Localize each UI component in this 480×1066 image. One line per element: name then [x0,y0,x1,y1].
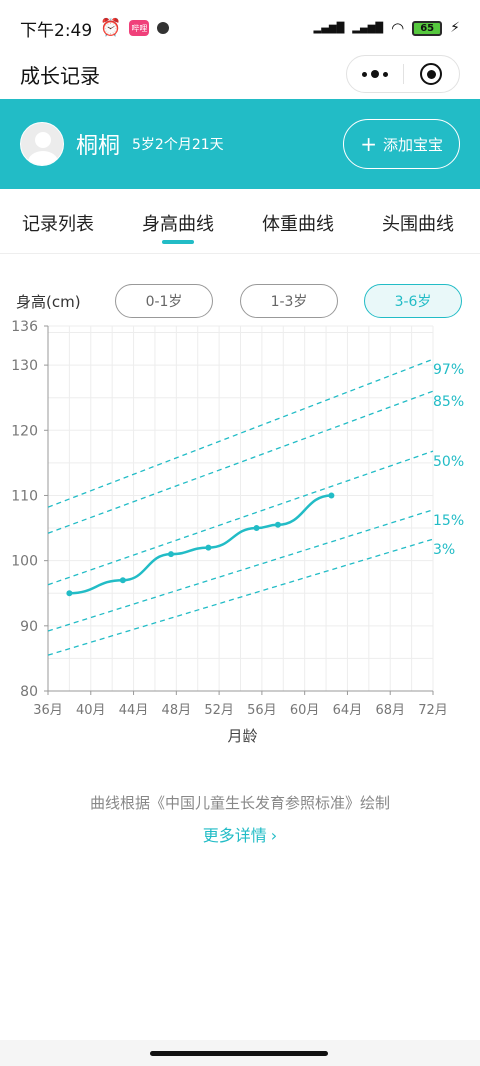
percentile-line [47,538,434,656]
standard-note: 曲线根据《中国儿童生长发育参照标准》绘制 [89,794,390,812]
mini-program-capsule [346,55,460,93]
percentile-line [47,450,434,586]
baby-name: 桐桐 [76,134,121,159]
chevron-right-icon: › [270,826,278,845]
baby-age: 5岁2个月21天 [132,137,224,153]
page-title: 成长记录 [20,63,100,88]
charging-icon: ⚡ [450,20,460,36]
x-tick-label: 72月 [418,703,448,718]
nav-bar: 成长记录 [0,50,480,98]
measured-height-point [253,525,260,532]
percentile-line [47,509,434,632]
percentile-label: 50% [433,454,464,470]
percentile-label: 97% [433,362,464,378]
range-1-3-button[interactable]: 1-3岁 [240,284,338,318]
tab-weight-curve[interactable]: 体重曲线 [262,214,334,235]
battery-icon: 65 [412,20,443,36]
percentile-label: 15% [433,513,464,529]
y-tick-label: 100 [11,554,38,570]
y-axis-unit: 身高(cm) [16,293,81,311]
x-tick-label: 40月 [76,703,106,718]
measured-height-point [274,521,281,528]
x-tick-label: 60月 [290,703,320,718]
add-baby-label: 添加宝宝 [382,135,443,154]
measured-height-point [119,577,126,584]
measured-height-point [167,551,174,558]
plus-icon: + [360,132,377,156]
height-growth-chart: 80 90 100 110 120 130 136 36月 40月 44月 48月 52月 56月 60月… [11,319,464,745]
x-tick-label: 52月 [204,703,234,718]
chart-header: 身高(cm) 0-1岁 1-3岁 3-6岁 [0,282,480,322]
x-tick-label: 64月 [333,703,363,718]
target-icon [420,63,443,85]
tab-bar: 记录列表 身高曲线 体重曲线 头围曲线 [0,190,480,254]
range-3-6-button[interactable]: 3-6岁 [364,284,462,318]
tab-head-curve[interactable]: 头围曲线 [382,214,454,235]
profile-banner: 桐桐 5岁2个月21天 + 添加宝宝 [0,99,480,189]
percentile-label: 85% [433,394,464,410]
tab-record-list[interactable]: 记录列表 [22,214,94,235]
measured-height-point [205,544,212,551]
signal-icon: ▂▄▆█ [313,22,345,34]
close-mini-program-button[interactable] [404,56,460,92]
x-tick-label: 48月 [162,703,192,718]
percentile-line [47,358,434,508]
measured-height-point [66,590,73,597]
percentile-label: 3% [433,542,455,558]
more-details-link[interactable]: 更多详情 › [0,822,480,846]
x-axis-title: 月龄 [227,727,257,745]
more-button[interactable] [347,56,403,92]
more-icon [361,70,388,78]
bilibili-icon: 哔哩 [129,20,150,36]
x-tick-label: 56月 [247,703,277,718]
y-tick-label: 80 [20,684,38,700]
y-tick-label: 130 [11,358,38,374]
notification-dot-icon [157,22,170,34]
x-tick-label: 36月 [33,703,63,718]
y-tick-label: 110 [11,488,38,504]
x-tick-label: 44月 [119,703,149,718]
more-details-label: 更多详情 [202,826,267,845]
y-tick-label: 120 [11,423,38,439]
y-tick-label: 90 [20,619,38,635]
status-time: 下午2:49 [20,20,93,41]
wifi-icon: ◠ [391,19,405,37]
measured-height-line [69,494,332,595]
tab-height-curve[interactable]: 身高曲线 [142,210,214,244]
measured-height-point [328,492,335,499]
add-baby-button[interactable]: + 添加宝宝 [343,119,460,169]
alarm-icon: ⏰ [100,18,122,38]
y-tick-label: 136 [11,319,38,335]
signal-icon-2: ▂▄▆█ [352,22,384,34]
home-indicator[interactable] [150,1051,328,1056]
range-0-1-button[interactable]: 0-1岁 [115,284,213,318]
x-tick-label: 68月 [375,703,405,718]
status-bar: 下午2:49 ⏰ 哔哩 ▂▄▆█ ▂▄▆█ ◠ 65 ⚡ [0,0,480,56]
avatar[interactable] [20,122,64,166]
